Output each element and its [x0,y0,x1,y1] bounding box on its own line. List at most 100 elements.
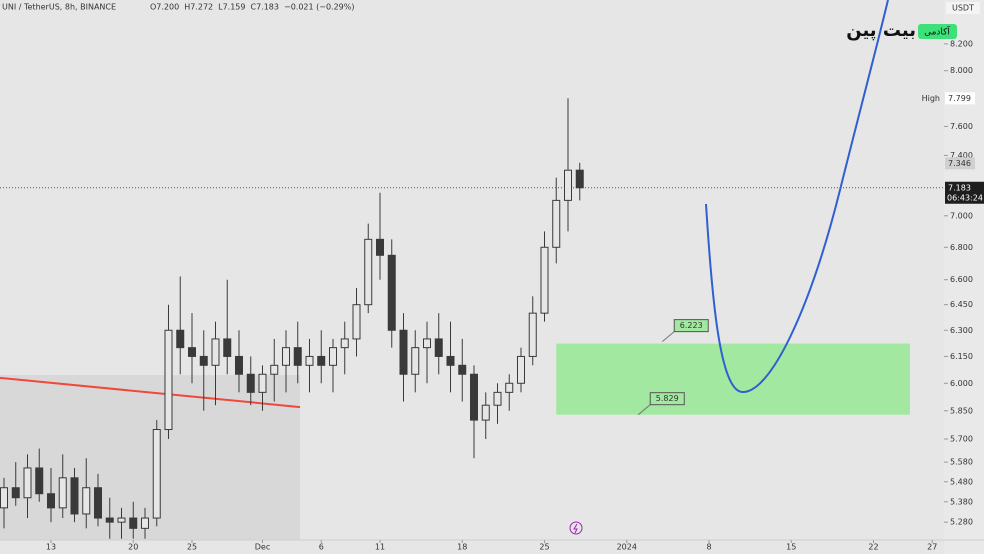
y-tick-label: 6.000 [950,379,973,388]
candle-body [552,199,561,248]
y-tick-label: 7.400 [950,151,973,160]
watermark-badge-text: آکادمی [924,26,950,38]
y-tick-label: 6.300 [950,326,973,335]
y-tick-label: 5.280 [950,518,973,527]
ohlc-value: L7.159 [218,3,245,12]
x-tick-label: 11 [375,543,385,552]
candle-body [305,355,314,366]
candle-body [293,347,302,366]
candle-body [164,329,173,431]
y-tick-label: 5.850 [950,406,973,415]
candle-body [152,429,161,519]
x-tick-label: Dec [255,543,270,552]
y-tick-label: 8.000 [950,66,973,75]
candle-body [493,391,502,406]
candle-body [187,347,196,357]
zone-label: 6.223 [680,321,703,330]
marker-box [945,157,975,170]
x-tick-label: 15 [786,543,796,552]
candle-body [70,477,79,515]
x-tick-label: 2024 [617,543,637,552]
candle-body [270,364,279,375]
x-tick-label: 20 [128,543,138,552]
event-icon[interactable] [569,521,583,535]
high-price: 7.799 [948,94,971,103]
candle-body [516,355,525,384]
countdown: 06:43:24 [947,193,983,202]
candle-body [434,338,443,357]
candle-body [105,517,114,523]
candle-body [563,169,572,201]
y-tick-label: 7.600 [950,122,973,131]
zone-pointer [637,404,651,416]
candle-body [481,404,490,421]
zone-pointer [661,331,675,343]
candle-body [446,355,455,366]
candle-body [528,312,537,357]
y-tick-label: 8.200 [950,39,973,48]
candle-body [234,355,243,375]
x-tick-label: 25 [187,543,197,552]
candle-body [422,338,431,349]
y-tick-label: 6.800 [950,243,973,252]
ohlc-value: O7.200 [150,3,179,12]
x-tick-label: 13 [46,543,56,552]
y-tick-label: 6.150 [950,352,973,361]
ohlc-value: C7.183 [250,3,279,12]
candle-body [140,517,149,529]
candle-body [129,517,138,529]
currency: USDT [952,4,974,13]
candle-body [35,467,44,495]
candle-body [281,347,290,366]
candle-body [364,238,373,306]
y-tick-label: 7.000 [950,211,973,220]
ohlc-value: H7.272 [184,3,213,12]
projection-curve [705,0,889,394]
candle-body [246,373,255,393]
candle-body [575,169,584,189]
event-icon-bolt [573,523,578,534]
y-tick-label: 5.580 [950,458,973,467]
candle-body [317,355,326,366]
candle-body [328,347,337,366]
watermark-badge [918,24,957,39]
candle-body [340,338,349,349]
y-tick-label: 5.700 [950,434,973,443]
candle-body [387,254,396,331]
last-price: 7.183 [948,183,971,192]
ohlc-value: −0.021 (−0.29%) [284,3,355,12]
plot: 6.223 5.829 [0,98,944,539]
symbol: UNI / TetherUS, 8h, BINANCE [2,3,116,12]
zone-label: 5.829 [656,394,679,403]
zone-label-box [673,319,709,333]
y-tick-label: 5.480 [950,477,973,486]
price-axis [944,0,984,554]
candle-body [58,477,67,509]
candle-body [411,347,420,375]
y-tick-label: 6.600 [950,275,973,284]
marker-price: 7.346 [948,159,971,168]
currency-box [946,2,980,14]
last-price-box [945,181,984,204]
candle-body [82,487,91,515]
watermark-brand: بیت پین [846,20,916,41]
high-label: High [922,94,940,103]
candle-body [258,373,267,393]
candle-body [375,238,384,256]
shaded-region [0,375,300,540]
y-tick-label: 6.450 [950,300,973,309]
candle-body [199,355,208,366]
candle-body [458,364,467,375]
candle-body [469,373,478,421]
candle-body [399,329,408,375]
y-tick-label: 5.380 [950,497,973,506]
candle-body [23,467,32,499]
trendline [0,376,301,409]
candle-body [176,329,185,349]
x-tick-label: 25 [539,543,549,552]
candle-body [223,338,232,357]
target-zone [556,343,910,415]
candle-body [117,517,126,523]
